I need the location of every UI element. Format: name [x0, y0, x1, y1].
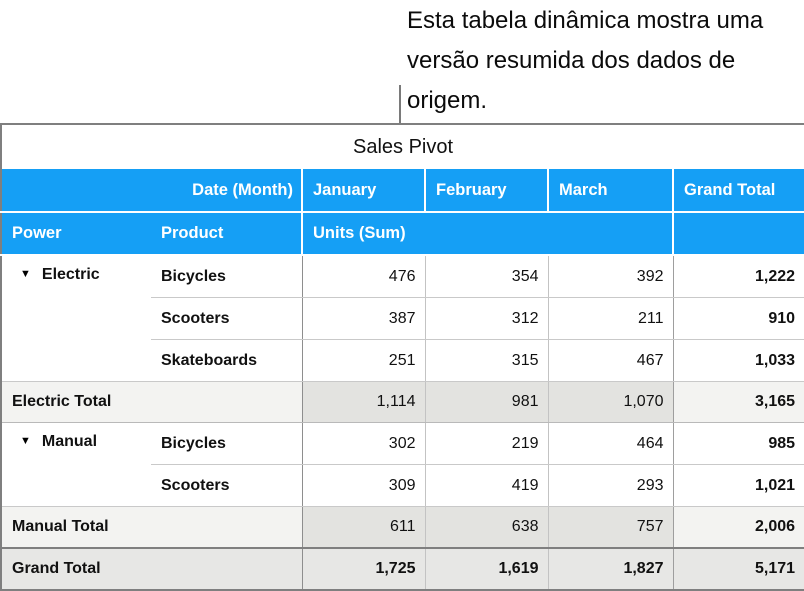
- header-row-months: Date (Month) January February March Gran…: [1, 169, 804, 213]
- pivot-table: Sales Pivot Date (Month) January Februar…: [0, 123, 804, 591]
- group-cell-manual[interactable]: ▼ Manual: [1, 422, 151, 507]
- value-cell[interactable]: 293: [548, 464, 674, 507]
- grand-total-value-cell[interactable]: 1,619: [425, 547, 549, 590]
- subtotal-value-cell[interactable]: 1,114: [302, 381, 426, 423]
- header-row-fields: Power Product Units (Sum): [1, 212, 804, 256]
- table-row: ▼ Electric Bicycles 476 354 392 1,222: [1, 255, 804, 382]
- product-cell[interactable]: Bicycles: [151, 422, 303, 465]
- value-cell[interactable]: 387: [302, 297, 426, 340]
- grand-total-value-cell[interactable]: 1,725: [302, 547, 426, 590]
- group-label: Electric: [41, 266, 100, 283]
- value-cell[interactable]: 219: [425, 422, 549, 465]
- row-total-cell[interactable]: 1,033: [673, 339, 804, 382]
- value-cell[interactable]: 315: [425, 339, 549, 382]
- header-units-sum[interactable]: Units (Sum): [302, 212, 674, 256]
- value-cell[interactable]: 302: [302, 422, 426, 465]
- header-february[interactable]: February: [425, 169, 549, 213]
- disclosure-triangle-icon[interactable]: ▼: [20, 268, 31, 280]
- table-row: Scooters 309 419 293 1,021: [1, 464, 804, 507]
- row-total-cell[interactable]: 1,222: [673, 255, 804, 298]
- subtotal-value-cell[interactable]: 611: [302, 506, 426, 549]
- table-row: ▼ Manual Bicycles 302 219 464 985: [1, 422, 804, 507]
- header-date-month[interactable]: Date (Month): [1, 169, 303, 213]
- callout-text: Esta tabela dinâmica mostra uma versão r…: [407, 7, 764, 114]
- grand-total-label[interactable]: Grand Total: [1, 547, 303, 590]
- disclosure-triangle-icon[interactable]: ▼: [20, 435, 31, 447]
- subtotal-grand-cell[interactable]: 2,006: [673, 506, 804, 549]
- table-title[interactable]: Sales Pivot: [1, 124, 804, 169]
- row-total-cell[interactable]: 910: [673, 297, 804, 340]
- value-cell[interactable]: 464: [548, 422, 674, 465]
- value-cell[interactable]: 419: [425, 464, 549, 507]
- value-cell[interactable]: 309: [302, 464, 426, 507]
- header-january[interactable]: January: [302, 169, 426, 213]
- product-cell[interactable]: Bicycles: [151, 255, 303, 298]
- group-label: Manual: [41, 433, 98, 450]
- group-cell-electric[interactable]: ▼ Electric: [1, 255, 151, 382]
- product-cell[interactable]: Scooters: [151, 297, 303, 340]
- subtotal-row-manual: Manual Total 611 638 757 2,006: [1, 506, 804, 549]
- header-product[interactable]: Product: [151, 212, 303, 256]
- row-total-cell[interactable]: 1,021: [673, 464, 804, 507]
- header-empty-cell[interactable]: [673, 212, 804, 256]
- product-cell[interactable]: Skateboards: [151, 339, 303, 382]
- value-cell[interactable]: 354: [425, 255, 549, 298]
- value-cell[interactable]: 392: [548, 255, 674, 298]
- grand-total-sum-cell[interactable]: 5,171: [673, 547, 804, 590]
- subtotal-value-cell[interactable]: 638: [425, 506, 549, 549]
- header-power[interactable]: Power: [1, 212, 151, 256]
- title-row: Sales Pivot: [1, 124, 804, 169]
- value-cell[interactable]: 476: [302, 255, 426, 298]
- value-cell[interactable]: 467: [548, 339, 674, 382]
- row-total-cell[interactable]: 985: [673, 422, 804, 465]
- table-row: Skateboards 251 315 467 1,033: [1, 339, 804, 382]
- subtotal-label[interactable]: Manual Total: [1, 506, 303, 549]
- header-grand-total[interactable]: Grand Total: [673, 169, 804, 213]
- value-cell[interactable]: 312: [425, 297, 549, 340]
- grand-total-row: Grand Total 1,725 1,619 1,827 5,171: [1, 547, 804, 590]
- product-cell[interactable]: Scooters: [151, 464, 303, 507]
- value-cell[interactable]: 211: [548, 297, 674, 340]
- subtotal-value-cell[interactable]: 757: [548, 506, 674, 549]
- subtotal-value-cell[interactable]: 981: [425, 381, 549, 423]
- subtotal-row-electric: Electric Total 1,114 981 1,070 3,165: [1, 381, 804, 423]
- subtotal-value-cell[interactable]: 1,070: [548, 381, 674, 423]
- subtotal-label[interactable]: Electric Total: [1, 381, 303, 423]
- callout-leader-line: [399, 85, 401, 124]
- grand-total-value-cell[interactable]: 1,827: [548, 547, 674, 590]
- value-cell[interactable]: 251: [302, 339, 426, 382]
- header-march[interactable]: March: [548, 169, 674, 213]
- subtotal-grand-cell[interactable]: 3,165: [673, 381, 804, 423]
- table-row: Scooters 387 312 211 910: [1, 297, 804, 340]
